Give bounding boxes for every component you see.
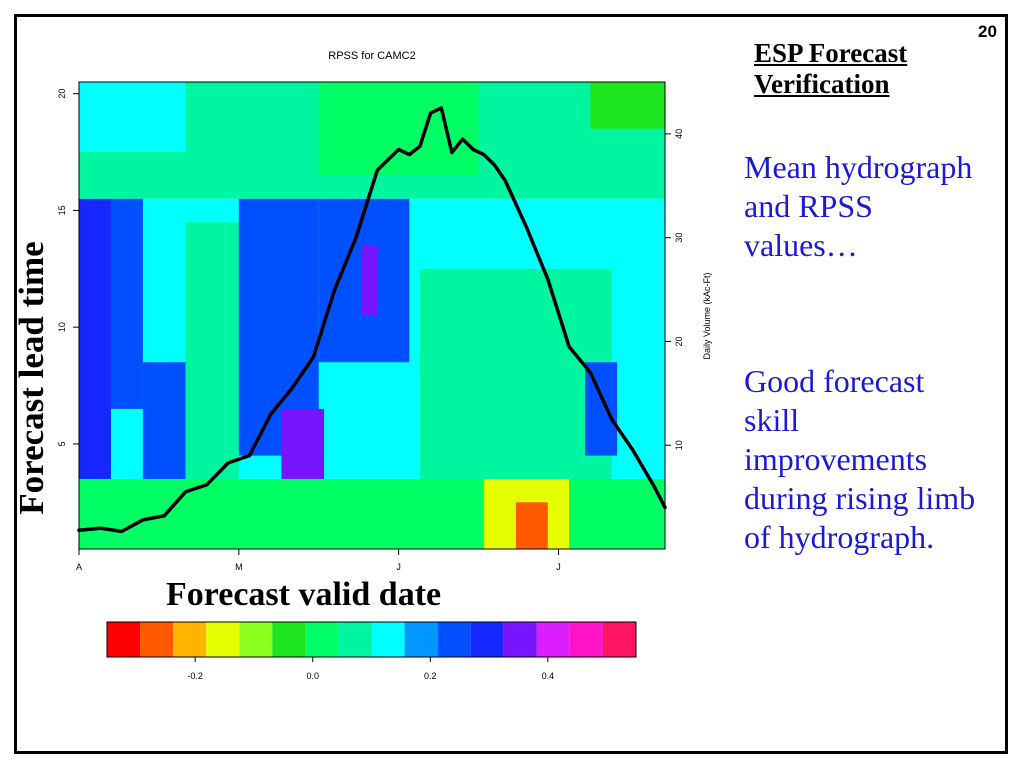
- colorbar-swatch: [305, 622, 339, 657]
- forecast-valid-date-label: Forecast valid date: [166, 576, 442, 613]
- x-tick-label: J: [556, 562, 561, 572]
- y-tick-label: 15: [57, 205, 67, 215]
- colorbar-swatch: [272, 622, 306, 657]
- y2-tick-label: 40: [674, 129, 684, 139]
- colorbar-swatch: [569, 622, 603, 657]
- rpss-cell: [79, 198, 111, 479]
- y2-tick-label: 10: [674, 440, 684, 450]
- y-tick-label: 20: [57, 89, 67, 99]
- y2-tick-label: 20: [674, 336, 684, 346]
- colorbar-swatch: [371, 622, 405, 657]
- x-tick-label: M: [235, 562, 243, 572]
- rpss-cell: [281, 408, 325, 479]
- colorbar-tick-label: -0.2: [187, 671, 203, 681]
- axes: 5 10 15 20 10 20 30 40 A M J J: [57, 89, 684, 572]
- heading-line-1: ESP Forecast: [754, 38, 908, 68]
- colorbar-swatch: [503, 622, 537, 657]
- colorbar-frame: [106, 621, 637, 658]
- x-tick-label: J: [396, 562, 401, 572]
- colorbar-swatch: [470, 622, 504, 657]
- colorbar-swatch: [602, 622, 636, 657]
- y2-tick-label: 30: [674, 233, 684, 243]
- mean-hydrograph-line: [77, 106, 667, 534]
- slide-number: 20: [978, 22, 997, 41]
- chart-title: RPSS for CAMC2: [328, 50, 415, 62]
- y2-axis-label: Daily Volume (kAc-Ft): [702, 272, 712, 359]
- colorbar-swatch: [536, 622, 570, 657]
- y-tick-label: 10: [57, 322, 67, 332]
- slide-heading: ESP Forecast Verification: [754, 38, 907, 100]
- colorbar-tick-label: 0.0: [306, 671, 319, 681]
- rpss-cell: [590, 82, 665, 129]
- x-tick-label: A: [76, 562, 82, 572]
- colorbar-tick-label: 0.2: [424, 671, 437, 681]
- rpss-heatmap: [79, 82, 665, 549]
- rpss-cell: [585, 362, 618, 456]
- rpss-cell: [79, 82, 186, 153]
- colorbar: -0.2 0.0 0.2 0.4: [106, 621, 637, 681]
- rpss-cell: [318, 82, 479, 176]
- colorbar-swatch: [437, 622, 471, 657]
- hydrograph-layer: [77, 106, 667, 534]
- colorbar-swatch: [107, 622, 141, 657]
- plot-frame: [78, 81, 666, 550]
- colorbar-swatch: [206, 622, 240, 657]
- colorbar-swatch: [404, 622, 438, 657]
- rpss-cell: [419, 268, 612, 479]
- rpss-cell: [185, 222, 239, 479]
- forecast-lead-time-label: Forecast lead time: [12, 241, 51, 515]
- heading-line-2: Verification: [754, 69, 890, 99]
- description-text-1: Mean hydrograph and RPSS values…: [744, 149, 973, 263]
- description-text-2: Good forecast skill improvements during …: [744, 363, 976, 555]
- rpss-cell: [142, 362, 186, 479]
- colorbar-swatch: [239, 622, 273, 657]
- y-tick-label: 5: [57, 441, 67, 446]
- colorbar-swatch: [173, 622, 207, 657]
- rpss-cell: [361, 245, 378, 316]
- colorbar-swatch: [338, 622, 372, 657]
- rpss-cell: [515, 502, 548, 549]
- colorbar-swatch: [140, 622, 174, 657]
- colorbar-tick-label: 0.4: [542, 671, 555, 681]
- rpss-cell: [110, 198, 143, 409]
